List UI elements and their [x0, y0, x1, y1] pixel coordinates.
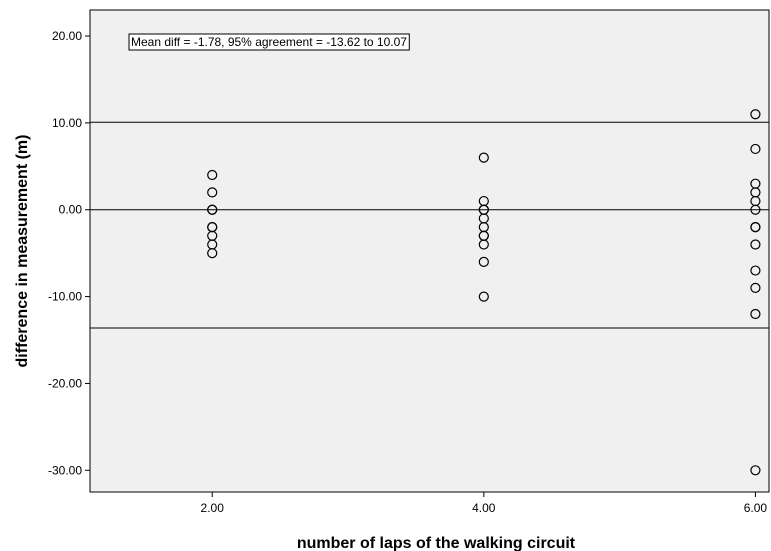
data-point — [750, 143, 761, 155]
data-point — [750, 265, 761, 276]
y-tick-label: -20.00 — [48, 376, 82, 390]
data-point — [207, 248, 218, 259]
x-axis: 2.00 4.00 6.00 — [201, 492, 768, 515]
y-tick-label: 0.00 — [59, 203, 83, 217]
x-tick-label: 2.00 — [201, 501, 225, 515]
data-point — [750, 465, 761, 476]
annotation-frame — [128, 33, 410, 51]
x-tick-label: 4.00 — [472, 501, 496, 515]
data-points — [207, 109, 761, 476]
reference-lines — [90, 121, 769, 329]
data-point — [207, 187, 218, 198]
y-axis: 20.00 10.00 0.00 -10.00 -20.00 -30.00 — [48, 29, 90, 477]
data-point — [750, 204, 761, 215]
data-point — [478, 256, 489, 267]
data-point — [478, 239, 489, 250]
y-tick-label: 20.00 — [52, 29, 82, 43]
data-point — [750, 239, 761, 250]
annotation-box: Mean diff = -1.78, 95% agreement = -13.6… — [128, 33, 410, 51]
y-tick-label: -30.00 — [48, 463, 82, 477]
data-point — [207, 169, 218, 181]
data-point — [478, 152, 489, 163]
y-tick-label: 10.00 — [52, 116, 82, 130]
data-point — [750, 308, 761, 320]
y-tick-label: -10.00 — [48, 290, 82, 304]
data-point — [207, 204, 218, 215]
plot-area — [89, 9, 770, 493]
x-axis-title: number of laps of the walking circuit — [297, 535, 576, 551]
y-axis-title: difference in measurement (m) — [14, 135, 31, 368]
data-point — [750, 222, 761, 233]
data-point — [478, 291, 489, 302]
data-point — [750, 109, 761, 120]
annotation-text: Mean diff = -1.78, 95% agreement = -13.6… — [131, 35, 407, 49]
x-tick-label: 6.00 — [744, 501, 768, 515]
data-point — [750, 282, 761, 294]
